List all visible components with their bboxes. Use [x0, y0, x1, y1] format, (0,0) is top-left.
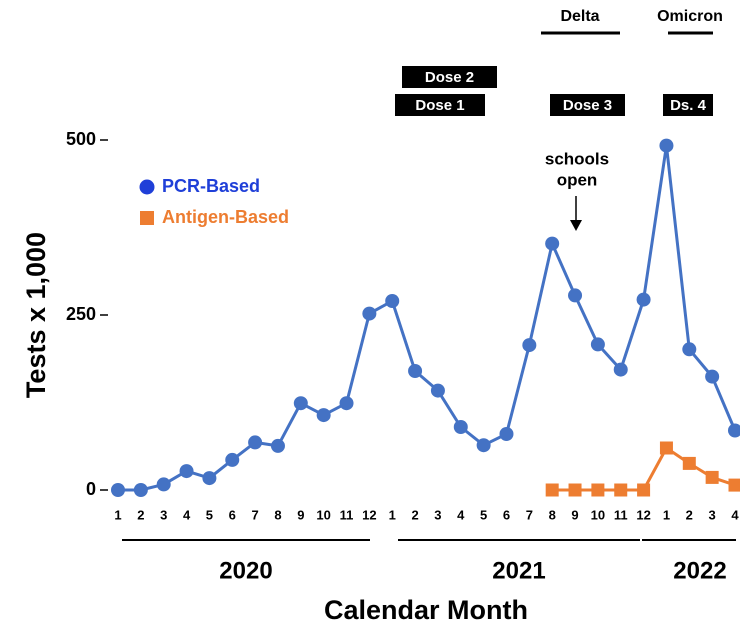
x-tick-label: 6 [229, 507, 236, 522]
marker [476, 438, 491, 453]
dose-label: Ds. 4 [670, 97, 707, 114]
y-tick-label: 0 [86, 479, 96, 499]
marker [614, 483, 628, 497]
x-tick-label: 11 [614, 507, 628, 522]
wave-label: Delta [560, 8, 599, 25]
marker [659, 138, 674, 153]
note-label: schools [545, 149, 609, 168]
y-tick-label: 500 [66, 129, 96, 149]
marker [179, 464, 194, 479]
marker [591, 483, 605, 497]
x-tick-label: 3 [160, 507, 167, 522]
x-tick-label: 1 [114, 507, 121, 522]
marker [590, 337, 605, 352]
dose-label: Dose 2 [425, 69, 474, 86]
x-tick-label: 2 [686, 507, 693, 522]
marker [270, 438, 285, 453]
marker [385, 294, 400, 308]
marker [705, 369, 720, 384]
x-tick-label: 11 [340, 507, 354, 522]
x-tick-label: 10 [591, 507, 605, 522]
marker [682, 342, 697, 357]
marker [568, 483, 582, 497]
marker [682, 456, 696, 470]
x-tick-label: 7 [251, 507, 258, 522]
x-tick-label: 5 [206, 507, 213, 522]
y-tick-label: 250 [66, 304, 96, 324]
y-axis-label: Tests x 1,000 [21, 232, 51, 398]
dose-box [402, 66, 497, 88]
marker [728, 423, 740, 438]
marker [499, 427, 514, 441]
marker [111, 483, 125, 497]
marker [362, 306, 377, 321]
x-tick-label: 7 [526, 507, 533, 522]
marker [659, 441, 673, 455]
marker [705, 470, 719, 484]
marker [545, 483, 559, 497]
legend-marker [140, 211, 154, 225]
note-label: open [557, 170, 598, 189]
x-tick-label: 5 [480, 507, 487, 522]
marker [728, 478, 740, 492]
x-tick-label: 2 [137, 507, 144, 522]
x-tick-label: 4 [731, 507, 739, 522]
marker [156, 477, 171, 492]
legend-label: PCR-Based [162, 176, 260, 196]
marker [522, 338, 537, 353]
series-line [118, 144, 737, 492]
marker [248, 435, 263, 450]
x-tick-label: 1 [663, 507, 670, 522]
marker [568, 288, 583, 303]
x-tick-label: 1 [389, 507, 396, 522]
x-tick-label: 4 [183, 507, 191, 522]
dose-label: Dose 3 [563, 97, 612, 114]
x-tick-label: 4 [457, 507, 465, 522]
marker [637, 483, 651, 497]
x-tick-label: 9 [297, 507, 304, 522]
year-label: 2021 [492, 557, 545, 584]
dose-box [550, 94, 625, 116]
note-arrowhead [570, 220, 582, 231]
marker [408, 364, 423, 378]
legend-label: Antigen-Based [162, 207, 289, 227]
year-label: 2022 [673, 557, 726, 584]
marker [225, 452, 240, 467]
marker [202, 471, 217, 486]
marker [453, 420, 468, 434]
dose-label: Dose 1 [415, 97, 464, 114]
x-tick-label: 12 [362, 507, 376, 522]
wave-label: Omicron [657, 8, 723, 25]
x-tick-label: 2 [411, 507, 418, 522]
marker [636, 292, 651, 307]
x-tick-label: 9 [571, 507, 578, 522]
marker [545, 236, 560, 251]
marker [293, 396, 308, 411]
marker [613, 362, 628, 377]
x-axis-label: Calendar Month [324, 595, 528, 625]
year-label: 2020 [219, 557, 272, 584]
marker [133, 483, 148, 497]
marker [430, 383, 445, 398]
x-tick-label: 8 [549, 507, 556, 522]
marker [316, 408, 331, 423]
dose-box [395, 94, 485, 116]
x-tick-label: 6 [503, 507, 510, 522]
x-tick-label: 10 [316, 507, 330, 522]
x-tick-label: 8 [274, 507, 281, 522]
x-tick-label: 3 [709, 507, 716, 522]
x-tick-label: 3 [434, 507, 441, 522]
dose-box [663, 94, 713, 116]
x-tick-label: 12 [636, 507, 650, 522]
marker [339, 396, 354, 411]
legend-marker [139, 179, 155, 195]
